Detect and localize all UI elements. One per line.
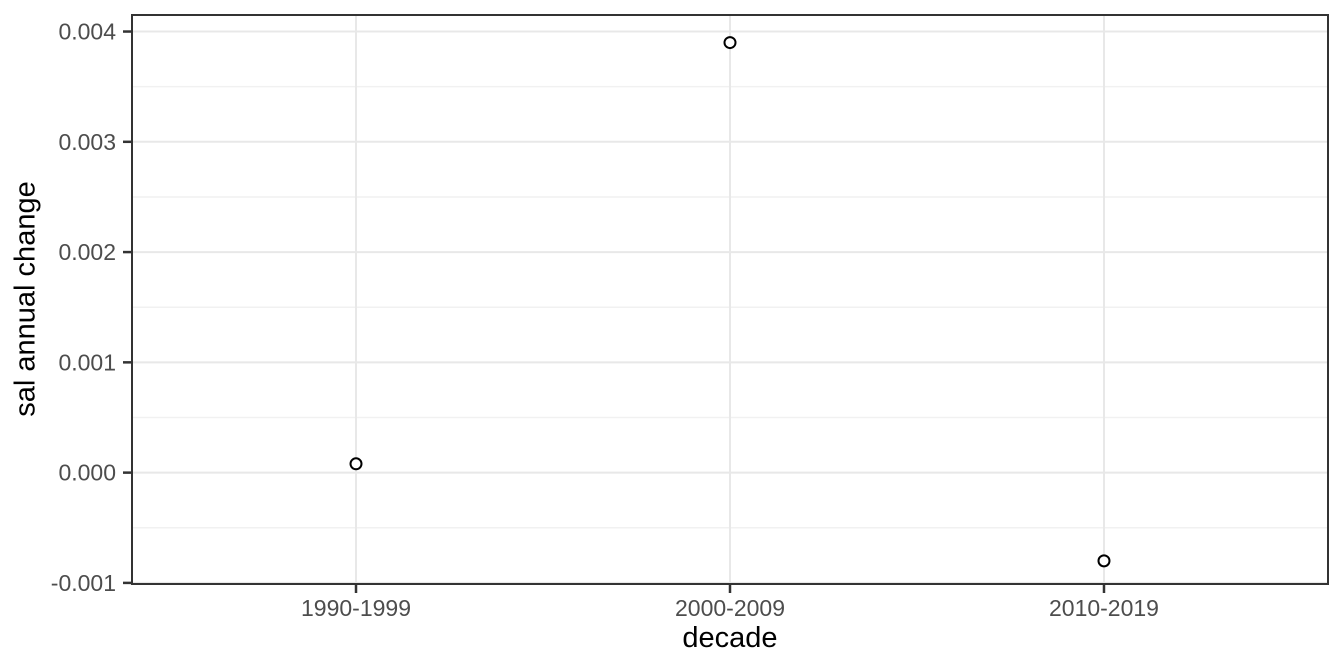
x-tick-label: 1990-1999: [301, 595, 411, 621]
data-point: [723, 36, 737, 50]
data-point: [349, 457, 363, 471]
y-tick-label: 0.002: [58, 239, 116, 265]
data-point: [1097, 554, 1111, 568]
y-tick-label: 0.003: [58, 129, 116, 155]
panel-border: [131, 14, 1329, 585]
y-tick-label: 0.004: [58, 19, 116, 45]
y-axis-title: sal annual change: [9, 181, 42, 417]
y-tick-label: -0.001: [51, 570, 116, 596]
x-tick-label: 2010-2019: [1049, 595, 1159, 621]
y-tick-label: 0.000: [58, 460, 116, 486]
x-axis-title: decade: [682, 622, 778, 654]
x-tick-label: 2000-2009: [675, 595, 785, 621]
y-tick-label: 0.001: [58, 349, 116, 375]
